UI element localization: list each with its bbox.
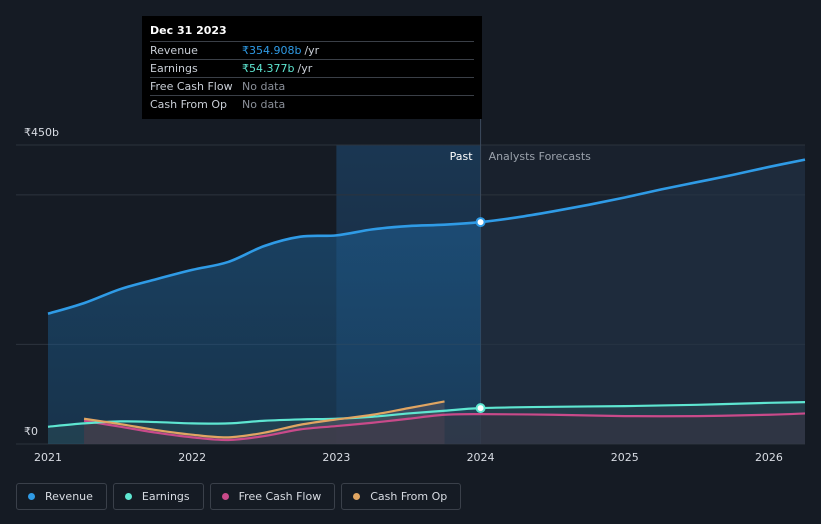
tooltip-label: Earnings	[150, 62, 198, 75]
legend-dot-icon	[221, 493, 229, 500]
chart-tooltip: Dec 31 2023 Revenue ₹354.908b /yr Earnin…	[142, 16, 482, 119]
chart-legend: Revenue Earnings Free Cash Flow Cash Fro…	[16, 483, 462, 510]
legend-item-revenue[interactable]: Revenue	[16, 483, 107, 510]
revenue-area-forecast	[480, 159, 805, 444]
x-tick-label: 2025	[611, 451, 639, 464]
legend-dot-icon	[28, 493, 35, 500]
tooltip-unit: /yr	[304, 44, 320, 57]
y-tick-label: ₹450b	[24, 126, 59, 139]
forecast-label: Analysts Forecasts	[489, 150, 592, 163]
past-label: Past	[450, 150, 474, 163]
x-tick-label: 2021	[34, 451, 62, 464]
legend-item-earnings[interactable]: Earnings	[112, 483, 204, 510]
tooltip-label: Revenue	[150, 44, 198, 57]
revenue-marker	[475, 217, 486, 228]
tooltip-value: No data	[242, 80, 286, 93]
legend-item-free-cash-flow[interactable]: Free Cash Flow	[209, 483, 336, 510]
legend-label: Earnings	[141, 490, 190, 503]
tooltip-value: No data	[242, 98, 286, 111]
tooltip-row-earnings: Earnings ₹54.377b /yr	[150, 60, 474, 78]
tooltip-row-free-cash-flow: Free Cash Flow No data	[150, 78, 474, 96]
tooltip-value: ₹54.377b	[242, 62, 295, 75]
tooltip-date: Dec 31 2023	[150, 23, 474, 42]
x-tick-label: 2024	[467, 451, 495, 464]
tooltip-label: Cash From Op	[150, 98, 228, 111]
revenue-line	[47, 158, 806, 316]
free-cash-flow-line	[83, 412, 806, 442]
x-tick-label: 2026	[755, 451, 783, 464]
x-tick-label: 2023	[322, 451, 350, 464]
tooltip-value: ₹354.908b	[242, 44, 302, 57]
cash-from-op-line	[83, 400, 445, 439]
earnings-line	[47, 401, 806, 428]
y-tick-label: ₹0	[24, 425, 38, 438]
x-tick-label: 2022	[178, 451, 206, 464]
legend-item-cash-from-op[interactable]: Cash From Op	[341, 483, 462, 510]
legend-label: Revenue	[45, 490, 93, 503]
earnings-marker	[475, 403, 486, 414]
legend-label: Free Cash Flow	[238, 490, 322, 503]
tooltip-label: Free Cash Flow	[150, 80, 233, 93]
tooltip-unit: /yr	[297, 62, 313, 75]
tooltip-row-revenue: Revenue ₹354.908b /yr	[150, 42, 474, 60]
revenue-area-past	[48, 222, 481, 444]
tooltip-row-cash-from-op: Cash From Op No data	[150, 96, 474, 113]
legend-dot-icon	[124, 493, 132, 500]
legend-dot-icon	[353, 493, 361, 500]
legend-label: Cash From Op	[370, 490, 448, 503]
